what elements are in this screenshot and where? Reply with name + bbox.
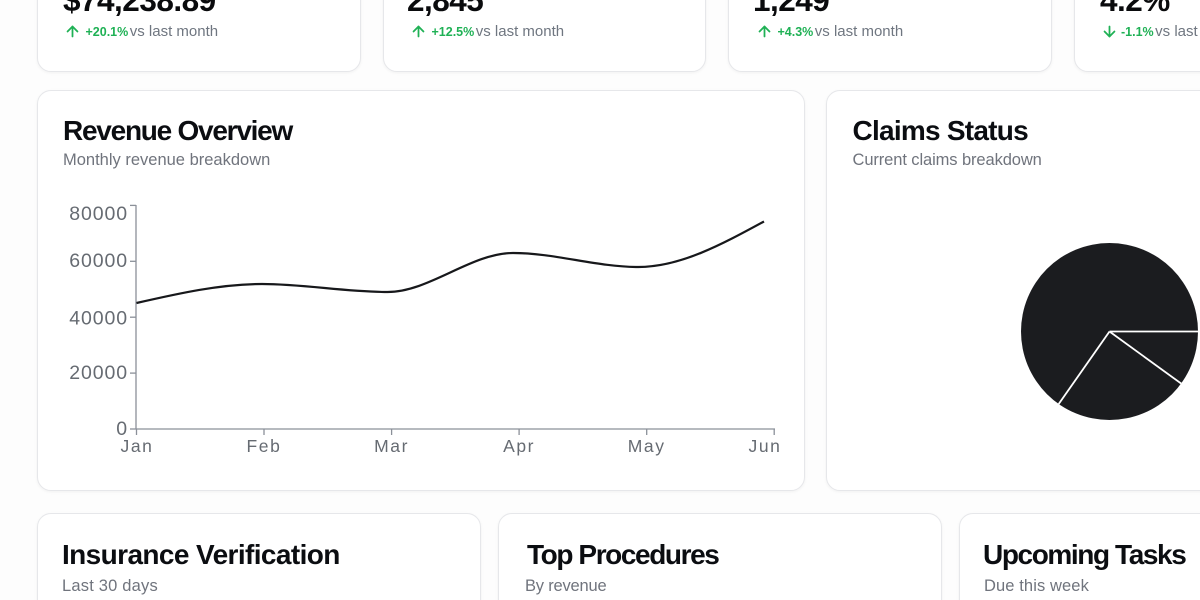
svg-text:80000: 80000 — [69, 203, 128, 225]
svg-text:Apr: Apr — [503, 436, 535, 456]
svg-text:40000: 40000 — [69, 308, 128, 330]
svg-text:20000: 20000 — [69, 362, 128, 384]
svg-text:Jun: Jun — [748, 436, 781, 456]
svg-text:Mar: Mar — [374, 436, 409, 456]
svg-text:Feb: Feb — [247, 436, 282, 456]
svg-text:Jan: Jan — [120, 436, 153, 456]
svg-text:0: 0 — [116, 418, 128, 440]
svg-text:60000: 60000 — [69, 250, 128, 272]
svg-text:May: May — [628, 436, 666, 456]
